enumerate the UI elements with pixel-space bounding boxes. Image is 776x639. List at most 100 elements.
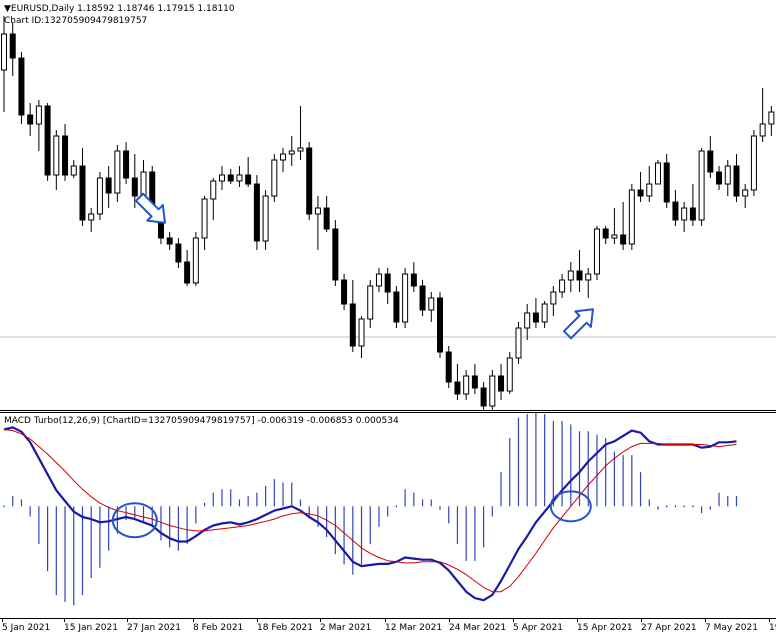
- candle-body: [253, 183, 260, 242]
- candle-body: [306, 147, 313, 215]
- candle: [358, 316, 365, 358]
- candle: [1, 16, 7, 112]
- time-tick: [705, 619, 706, 622]
- candle-body: [166, 237, 173, 245]
- signal-line: [3, 429, 737, 593]
- candle-body: [105, 177, 112, 194]
- candle: [506, 352, 513, 394]
- price-chart[interactable]: [0, 0, 776, 410]
- candle-body: [280, 153, 287, 161]
- candle-body: [716, 171, 723, 185]
- candle-body: [445, 351, 452, 383]
- candle-body: [471, 375, 478, 389]
- crossover-circle-1: [111, 502, 158, 539]
- candle: [262, 190, 269, 250]
- candle: [96, 172, 103, 220]
- candle-body: [689, 207, 696, 221]
- candle-body: [271, 159, 278, 197]
- candle: [341, 274, 348, 310]
- candle: [123, 142, 130, 184]
- candle-body: [131, 177, 138, 197]
- candle: [628, 184, 635, 250]
- candle-body: [9, 33, 16, 59]
- candle: [175, 238, 182, 268]
- candle: [375, 268, 382, 292]
- candle-body: [245, 174, 252, 185]
- candle: [698, 148, 705, 226]
- time-tick-label: 7 May 2021: [705, 623, 758, 633]
- candle: [70, 160, 77, 178]
- candle-body: [70, 165, 77, 176]
- candle: [280, 148, 287, 172]
- candle: [707, 136, 714, 178]
- time-tick: [320, 619, 321, 622]
- candle: [349, 280, 356, 352]
- candle: [437, 292, 443, 358]
- time-tick: [2, 619, 3, 622]
- crossover-circle-2: [549, 490, 592, 523]
- candle: [166, 232, 173, 250]
- pane-separator[interactable]: [0, 410, 776, 413]
- candle: [655, 160, 661, 185]
- candle-body: [18, 57, 25, 116]
- candle-body: [236, 174, 243, 182]
- candle-body: [672, 201, 679, 221]
- candle: [53, 130, 60, 190]
- candle-body: [35, 105, 42, 125]
- macd-header: MACD Turbo(12,26,9) [ChartID=13270590947…: [4, 416, 399, 426]
- candle: [515, 322, 522, 364]
- candle-body: [288, 150, 295, 155]
- candle-body: [96, 177, 103, 215]
- candle-body: [637, 189, 644, 197]
- candle-body: [698, 150, 705, 221]
- time-tick-label: 27 Apr 2021: [641, 623, 697, 633]
- candle-body: [62, 135, 69, 176]
- candle-body: [602, 228, 609, 239]
- candle: [184, 250, 191, 286]
- candle-body: [192, 237, 199, 284]
- candle: [524, 304, 531, 340]
- candle: [445, 346, 452, 388]
- candle-body: [341, 279, 348, 305]
- candle: [105, 166, 112, 208]
- chart-id-label: Chart ID:132705909479819757: [4, 16, 148, 26]
- candle-body: [750, 135, 757, 191]
- candle-body: [367, 285, 374, 320]
- time-tick: [64, 619, 65, 622]
- candle-body: [227, 174, 234, 182]
- candle: [323, 196, 330, 232]
- candle-body: [506, 357, 513, 392]
- candle: [689, 184, 696, 226]
- symbol-header: ▼EURUSD,Daily 1.18592 1.18746 1.17915 1.…: [4, 4, 235, 14]
- candle: [384, 268, 391, 304]
- candle: [768, 106, 775, 136]
- candle-body: [1, 33, 7, 71]
- candle: [637, 172, 644, 202]
- candle: [532, 298, 539, 328]
- candle: [567, 262, 574, 292]
- up-arrow-icon: [562, 308, 594, 340]
- candle: [681, 202, 688, 232]
- candle: [27, 103, 34, 136]
- time-tick-label: 12 Mar 2021: [385, 623, 443, 633]
- candle-body: [559, 279, 566, 293]
- up-arrow-icon-shape: [562, 308, 594, 340]
- time-tick: [641, 619, 642, 622]
- candle: [314, 196, 321, 250]
- candle-body: [323, 207, 330, 230]
- macd-lines: [3, 426, 737, 602]
- candle: [471, 364, 478, 394]
- candle: [18, 52, 25, 124]
- candle-body: [498, 375, 505, 392]
- candle-body: [489, 375, 496, 407]
- time-tick: [769, 619, 770, 622]
- time-tick: [127, 619, 128, 622]
- candle-body: [585, 273, 592, 281]
- candle: [236, 166, 243, 187]
- candle: [454, 364, 461, 400]
- candle-body: [349, 303, 356, 347]
- candle-body: [515, 327, 522, 359]
- candle: [288, 136, 295, 166]
- macd-chart[interactable]: [0, 413, 776, 618]
- candle-body: [210, 180, 217, 200]
